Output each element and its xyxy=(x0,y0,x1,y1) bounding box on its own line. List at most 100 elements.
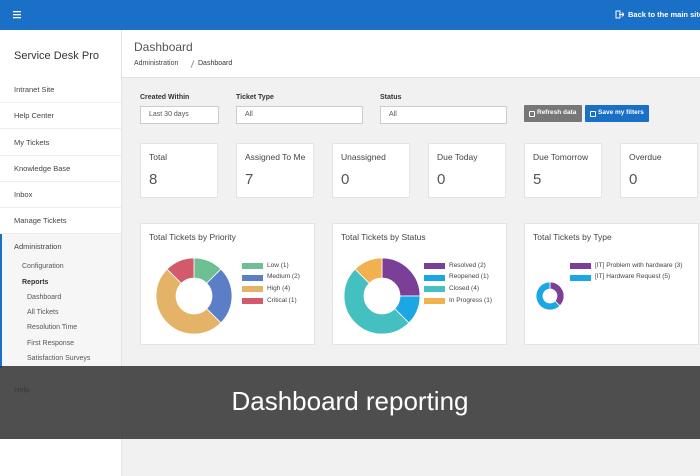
nav-item[interactable]: Intranet Site xyxy=(14,85,55,94)
admin-section xyxy=(0,233,121,368)
divider xyxy=(0,181,121,182)
stat-card: Total 8 xyxy=(140,143,218,198)
donut-segment xyxy=(381,257,421,297)
filter-input[interactable]: All xyxy=(380,106,507,124)
donut-chart xyxy=(535,281,565,311)
legend-label: Critical (1) xyxy=(267,296,297,304)
stat-label: Due Today xyxy=(437,152,478,162)
stat-card: Due Tomorrow 5 xyxy=(524,143,602,198)
breadcrumb[interactable]: Administration xyxy=(134,60,179,67)
nav-report[interactable]: All Tickets xyxy=(27,309,59,317)
stat-value: 8 xyxy=(149,171,158,188)
filter-label: Ticket Type xyxy=(236,94,274,101)
legend-swatch xyxy=(242,274,263,281)
divider xyxy=(0,102,121,103)
button[interactable]: Save my filters xyxy=(585,105,649,122)
filter-value: All xyxy=(245,111,253,118)
stat-card: Assigned To Me 7 xyxy=(236,143,314,198)
stat-card: Overdue 0 xyxy=(620,143,698,198)
divider xyxy=(0,155,121,156)
caption-band: Dashboard reporting xyxy=(0,366,700,439)
legend-swatch xyxy=(570,263,591,269)
nav-item[interactable]: My Tickets xyxy=(14,138,50,147)
legend-label: [IT] Problem with hardware (3) xyxy=(595,261,683,269)
filter-label: Status xyxy=(380,94,402,101)
stat-label: Due Tomorrow xyxy=(533,152,589,162)
chart-card: Total Tickets by Priority Low (1) Medium (… xyxy=(140,223,315,345)
chart-card: Total Tickets by Type [IT] Problem with h… xyxy=(524,223,699,345)
filter-input[interactable]: Last 30 days xyxy=(140,106,219,124)
legend-swatch xyxy=(570,274,591,281)
chart-title: Total Tickets by Status xyxy=(341,232,426,242)
nav-report[interactable]: Dashboard xyxy=(27,294,62,301)
chart-title: Total Tickets by Priority xyxy=(149,232,236,242)
filter-value: All xyxy=(389,111,397,118)
stat-label: Assigned To Me xyxy=(245,152,306,162)
nav-report[interactable]: First Response xyxy=(27,339,75,347)
nav-item[interactable]: Help Center xyxy=(14,111,55,120)
donut-segment xyxy=(535,281,561,311)
topbar: Back to the main site xyxy=(0,0,700,30)
nav-subitem[interactable]: Configuration xyxy=(22,263,64,270)
legend-label: [IT] Hardware Request (5) xyxy=(595,273,671,281)
filter-value: Last 30 days xyxy=(149,111,189,118)
legend-label: Closed (4) xyxy=(449,284,479,292)
stat-label: Overdue xyxy=(629,152,662,162)
legend-swatch xyxy=(424,286,445,293)
legend-swatch xyxy=(424,298,445,305)
nav-report[interactable]: Satisfaction Surveys xyxy=(27,354,91,362)
nav-item[interactable]: Knowledge Base xyxy=(14,164,71,173)
stat-label: Unassigned xyxy=(341,152,386,162)
legend-swatch xyxy=(242,263,263,269)
stat-value: 0 xyxy=(437,171,446,188)
legend-label: Resolved (2) xyxy=(449,261,486,269)
button-icon xyxy=(529,111,535,117)
exit-icon xyxy=(615,10,624,19)
divider xyxy=(0,207,121,208)
legend-label: High (4) xyxy=(267,284,291,292)
brand: Service Desk Pro xyxy=(14,50,99,62)
caption: Dashboard reporting xyxy=(231,386,469,416)
stat-value: 5 xyxy=(533,171,542,188)
legend-swatch xyxy=(242,298,263,305)
button-icon xyxy=(590,111,596,117)
donut-segment xyxy=(155,268,222,335)
legend-label: In Progress (1) xyxy=(449,296,492,304)
donut-segment xyxy=(343,268,410,335)
stat-card: Due Today 0 xyxy=(428,143,506,198)
legend-label: Medium (2) xyxy=(267,273,300,281)
donut-chart xyxy=(343,257,421,335)
chart-title: Total Tickets by Type xyxy=(533,232,612,242)
nav-item[interactable]: Manage Tickets xyxy=(14,216,67,225)
legend-swatch xyxy=(424,274,445,281)
filter-input[interactable]: All xyxy=(236,106,363,124)
breadcrumb-current: Dashboard xyxy=(198,60,233,67)
filter-label: Created Within xyxy=(140,94,190,101)
donut-segment xyxy=(166,257,195,284)
stat-value: 7 xyxy=(245,171,254,188)
header: Dashboard Administration Dashboard xyxy=(122,30,700,78)
menu-icon[interactable] xyxy=(13,11,22,19)
button-label: Refresh data xyxy=(537,109,577,116)
chart-card: Total Tickets by Status Resolved (2) Reope… xyxy=(332,223,507,345)
nav-item[interactable]: Inbox xyxy=(14,190,33,199)
stat-value: 0 xyxy=(341,171,350,188)
nav-item[interactable]: Administration xyxy=(14,242,62,251)
stat-label: Total xyxy=(149,152,167,162)
nav-report[interactable]: Resolution Time xyxy=(27,324,78,332)
nav-subitem[interactable]: Reports xyxy=(22,279,49,286)
breadcrumb-separator xyxy=(190,60,195,68)
button[interactable]: Refresh data xyxy=(524,105,582,122)
back-link[interactable]: Back to the main site xyxy=(628,10,700,19)
legend-swatch xyxy=(242,286,263,293)
donut-chart xyxy=(155,257,233,335)
divider xyxy=(0,128,121,129)
legend-swatch xyxy=(424,263,445,269)
donut-segment xyxy=(354,257,383,284)
legend-label: Reopened (1) xyxy=(449,273,489,281)
legend-label: Low (1) xyxy=(267,261,289,269)
divider xyxy=(0,233,121,234)
page-title: Dashboard xyxy=(134,40,193,54)
stat-card: Unassigned 0 xyxy=(332,143,410,198)
